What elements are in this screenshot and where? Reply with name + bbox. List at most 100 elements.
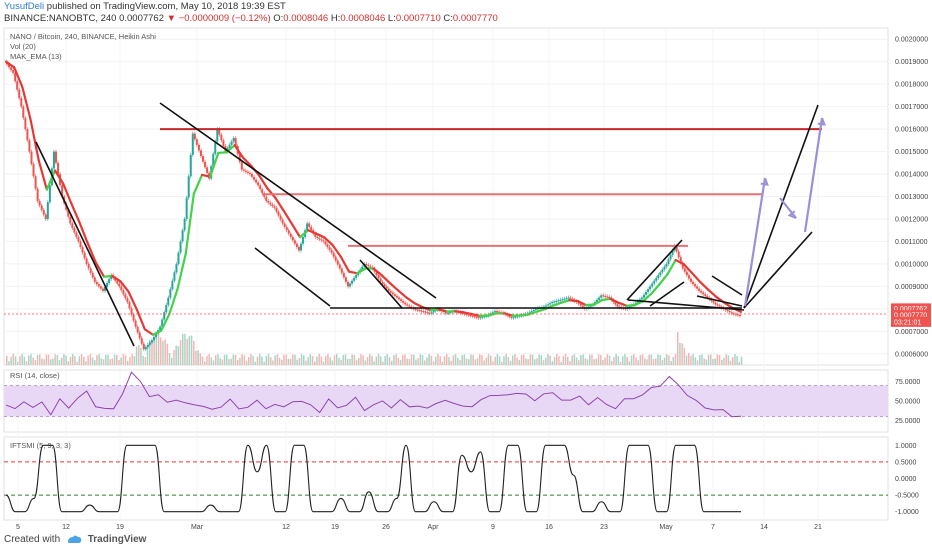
ema-segment: [413, 301, 424, 309]
candle: [651, 283, 654, 287]
volume-bar: [721, 359, 723, 365]
candle: [530, 311, 533, 313]
volume-bar: [127, 360, 129, 365]
vol-legend: Vol (20): [10, 42, 36, 51]
last-price: 0.0007762: [119, 13, 165, 24]
volume-bar: [366, 357, 369, 365]
volume-bar: [45, 354, 48, 365]
candle: [410, 306, 413, 308]
candle: [377, 275, 380, 279]
volume-bar: [437, 354, 439, 365]
candle: [8, 64, 11, 68]
volume-bar: [74, 356, 76, 365]
ema-segment: [151, 329, 163, 336]
volume-bar: [83, 356, 85, 365]
candle: [649, 286, 652, 290]
candle: [167, 297, 170, 305]
projection-arrow: [743, 177, 767, 307]
candle: [402, 300, 405, 303]
volume-bar: [171, 357, 173, 365]
candle: [561, 299, 564, 301]
candle: [553, 301, 556, 303]
ema-segment: [592, 298, 604, 306]
volume-bar: [331, 360, 334, 365]
candle: [214, 141, 217, 154]
volume-bar: [164, 339, 166, 365]
candle: [246, 171, 249, 173]
volume-bar: [388, 357, 391, 365]
ema-segment: [650, 283, 661, 295]
volume-bar: [580, 355, 582, 365]
tradingview-brand[interactable]: TradingView: [87, 534, 147, 545]
iftsmi-legend: IFTSMI (5, 9, 3, 3): [10, 441, 71, 450]
author-link[interactable]: YusufDeli: [4, 1, 45, 12]
candle: [344, 277, 347, 282]
volume-bar: [362, 355, 364, 365]
candle: [685, 271, 688, 276]
volume-bar: [210, 357, 213, 365]
candle: [734, 313, 737, 315]
volume-bar: [292, 354, 294, 365]
candle: [177, 252, 180, 264]
candle: [342, 272, 345, 278]
volume-bar: [248, 357, 250, 365]
candle: [349, 283, 351, 287]
candle: [38, 200, 41, 206]
candle: [189, 154, 192, 177]
candle: [124, 294, 127, 299]
volume-bar: [96, 355, 98, 365]
volume-bar: [300, 354, 303, 365]
date-tick-label: 9: [491, 524, 495, 531]
volume-bar: [116, 355, 118, 365]
volume-bar: [217, 354, 219, 365]
ema-segment: [4, 60, 16, 69]
candle: [322, 240, 325, 242]
volume-bar: [457, 357, 459, 365]
ema-segment: [266, 187, 277, 200]
candle: [563, 298, 566, 300]
candle: [702, 292, 705, 295]
volume-bar: [349, 358, 351, 365]
volume-bar: [100, 358, 103, 365]
iftsmi-pane-border: [3, 436, 889, 521]
volume-bar: [652, 359, 655, 365]
candle: [571, 298, 574, 300]
candle: [600, 295, 603, 298]
volume-bar: [391, 360, 393, 365]
candle: [542, 306, 545, 308]
volume-bar: [701, 354, 703, 365]
candle: [148, 342, 151, 345]
candle: [710, 299, 713, 301]
volume-bar: [353, 354, 356, 365]
volume-bar: [509, 360, 512, 365]
ohlc-line: BINANCE:NANOBTC, 240 0.0007762 ▼ −0.0000…: [4, 13, 498, 25]
volume-bar: [175, 345, 177, 365]
volume-bar: [197, 350, 199, 365]
volume-bar: [155, 333, 158, 365]
close-value: 0.0007770: [452, 13, 498, 24]
date-tick-label: Mar: [191, 524, 204, 531]
volume-bar: [344, 354, 347, 365]
volume-bar: [718, 354, 721, 365]
candle: [150, 340, 153, 343]
volume-bar: [50, 359, 52, 365]
created-with-label: Created with: [4, 534, 61, 545]
volume-bar: [19, 356, 21, 365]
candle: [471, 315, 474, 317]
volume-bar: [463, 354, 466, 365]
candle: [418, 309, 421, 311]
candle: [692, 281, 694, 285]
price-tick-label: 0.0015000: [895, 149, 928, 156]
candle: [414, 308, 417, 310]
ema-segment: [690, 271, 702, 284]
ema-segment: [356, 267, 367, 275]
iftsmi-tick-label: -1.0000: [895, 509, 919, 516]
volume-bar: [122, 354, 125, 365]
ema-segment: [290, 222, 302, 239]
candle: [104, 286, 106, 291]
candle: [138, 332, 141, 339]
volume-bar: [281, 359, 283, 365]
low-value: 0.0007710: [395, 13, 441, 24]
candle: [557, 300, 560, 302]
